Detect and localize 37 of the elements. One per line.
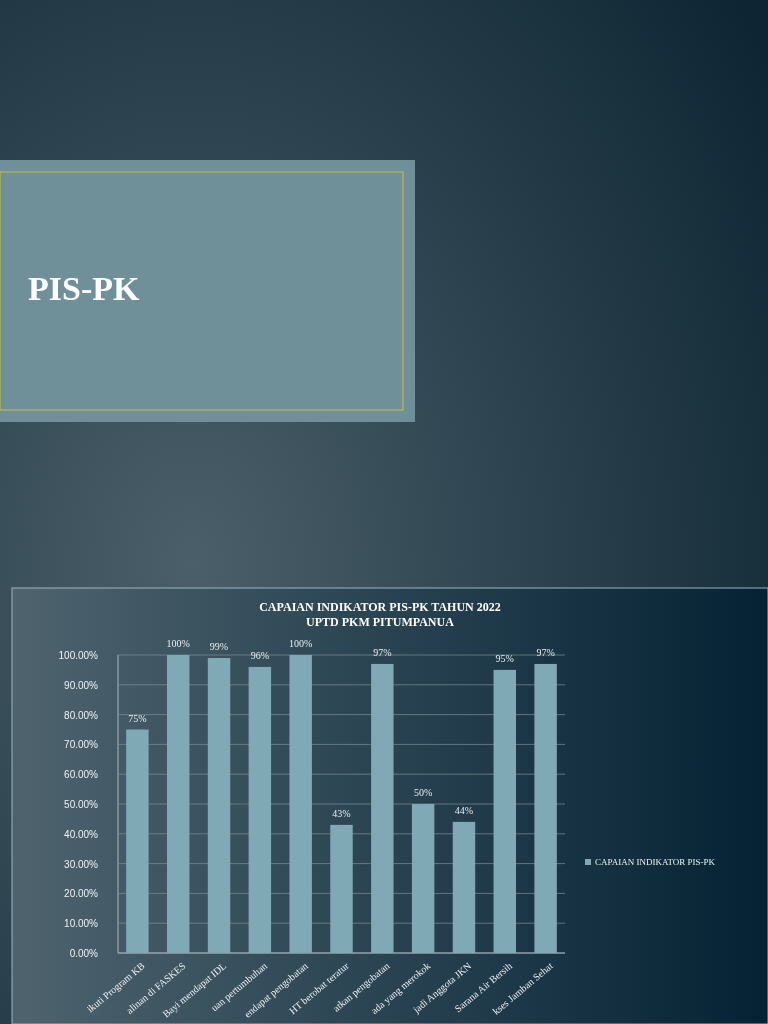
chart-title: CAPAIAN INDIKATOR PIS-PK TAHUN 2022 — [259, 600, 501, 614]
bar — [166, 655, 190, 953]
data-label: 43% — [332, 807, 351, 819]
data-label: 75% — [128, 712, 147, 724]
data-label: 100% — [166, 638, 190, 649]
y-tick-label: 40.00% — [64, 828, 99, 840]
y-tick-label: 60.00% — [64, 769, 99, 781]
bar — [126, 729, 149, 953]
bar — [452, 821, 476, 953]
bar — [248, 666, 272, 953]
data-label: 100% — [289, 638, 313, 649]
bar — [330, 824, 353, 953]
y-tick-label: 30.00% — [64, 858, 99, 870]
data-label: 44% — [454, 804, 474, 816]
data-label: 50% — [413, 787, 433, 798]
y-tick-label: 0.00% — [69, 948, 99, 959]
bar — [207, 657, 231, 953]
y-tick-label: 100.00% — [58, 650, 99, 661]
legend-label: CAPAIAN INDIKATOR PIS-PK — [595, 857, 716, 867]
bar — [493, 669, 517, 953]
y-tick-label: 90.00% — [64, 679, 99, 691]
bar — [289, 655, 312, 953]
bar — [534, 663, 557, 953]
y-tick-label: 80.00% — [64, 709, 99, 721]
data-label: 97% — [373, 646, 392, 658]
y-tick-label: 20.00% — [64, 888, 99, 900]
bar — [411, 804, 435, 953]
data-label: 99% — [209, 640, 229, 652]
chart-subtitle: UPTD PKM PITUMPANUA — [306, 615, 455, 629]
bar — [371, 663, 394, 953]
y-tick-label: 10.00% — [64, 918, 99, 930]
data-label: 96% — [250, 649, 270, 661]
text: PIS-PK — [28, 270, 140, 307]
data-label: 95% — [495, 652, 514, 664]
y-tick-label: 50.00% — [64, 799, 99, 810]
y-tick-label: 70.00% — [64, 739, 99, 751]
data-label: 97% — [536, 646, 555, 658]
